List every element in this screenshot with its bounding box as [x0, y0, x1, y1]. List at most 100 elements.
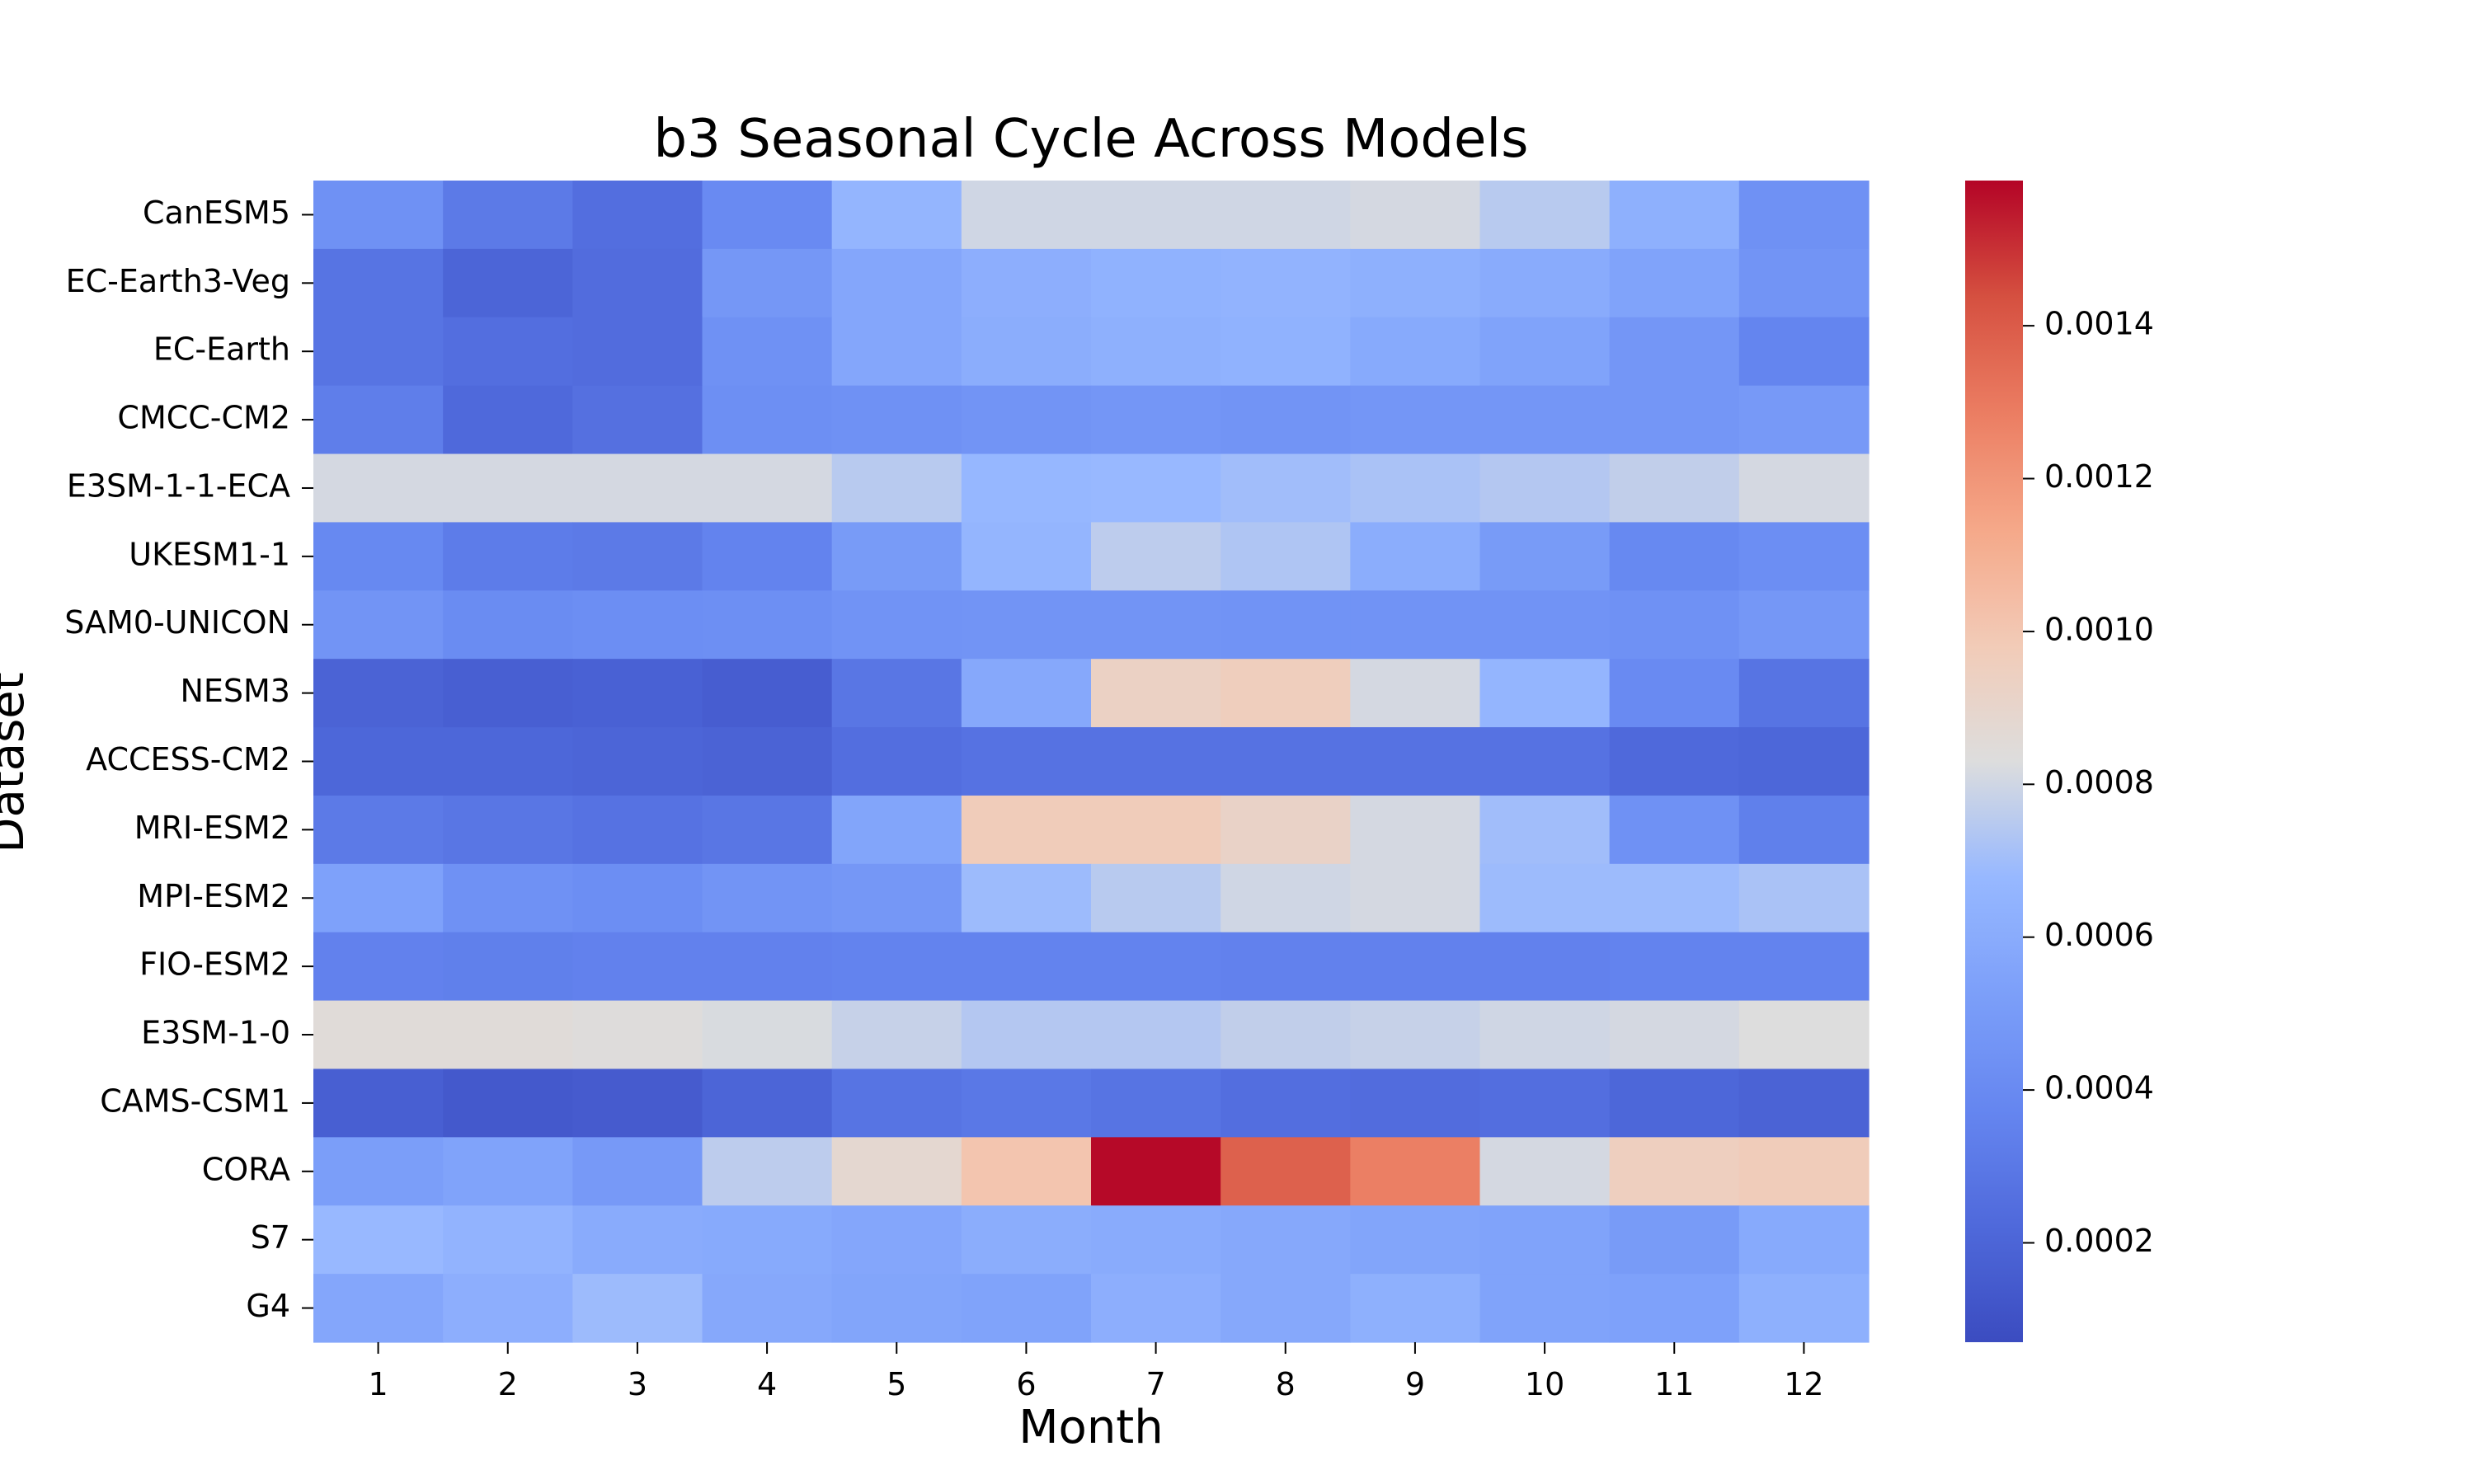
heatmap-cell	[443, 1205, 573, 1275]
heatmap-cell	[1350, 248, 1481, 318]
heatmap-cell	[1091, 1068, 1221, 1138]
heatmap-cell	[1738, 1205, 1870, 1275]
heatmap-cell	[1609, 385, 1740, 455]
heatmap-cell	[1479, 317, 1611, 387]
heatmap-cell	[313, 863, 444, 933]
heatmap-cell	[572, 317, 703, 387]
heatmap-cell	[443, 932, 573, 1002]
heatmap-cell	[1479, 795, 1611, 865]
heatmap-cell	[572, 248, 703, 318]
heatmap-cell	[1091, 248, 1221, 318]
heatmap-cell	[1350, 317, 1481, 387]
heatmap-cell	[572, 1137, 703, 1206]
heatmap-cell	[1091, 385, 1221, 455]
heatmap-cell	[831, 1274, 962, 1343]
x-tick-label: 6	[1016, 1366, 1036, 1402]
heatmap-cell	[1091, 1274, 1221, 1343]
heatmap-cell	[443, 590, 573, 660]
heatmap-cell	[443, 248, 573, 318]
heatmap-cell	[443, 1274, 573, 1343]
heatmap-cell	[1350, 795, 1481, 865]
heatmap-cell	[702, 590, 833, 660]
y-tick-label: MPI-ESM2	[137, 878, 290, 914]
x-tick-label: 5	[887, 1366, 906, 1402]
heatmap-cell	[1479, 590, 1611, 660]
x-tick-label: 3	[628, 1366, 647, 1402]
heatmap-cell	[1091, 522, 1221, 591]
heatmap-cell	[1221, 248, 1351, 318]
heatmap-cell	[831, 863, 962, 933]
heatmap-cell	[313, 1137, 444, 1206]
heatmap-cell	[702, 1205, 833, 1275]
heatmap-cell	[702, 795, 833, 865]
heatmap-cell	[831, 181, 962, 250]
heatmap-cell	[1479, 385, 1611, 455]
heatmap-cell	[961, 1000, 1092, 1070]
heatmap-cell	[1350, 1137, 1481, 1206]
heatmap-cell	[1738, 1274, 1870, 1343]
heatmap-cell	[572, 590, 703, 660]
heatmap-cell	[1350, 181, 1481, 250]
heatmap-cell	[702, 248, 833, 318]
x-tick-label: 12	[1784, 1366, 1823, 1402]
heatmap-cell	[1350, 1205, 1481, 1275]
heatmap-cells	[313, 181, 1870, 1343]
heatmap-cell	[1609, 863, 1740, 933]
heatmap-cell	[1738, 385, 1870, 455]
heatmap-cell	[1609, 932, 1740, 1002]
heatmap-cell	[1609, 181, 1740, 250]
heatmap-cell	[572, 659, 703, 728]
y-tick-label: SAM0-UNICON	[64, 604, 290, 641]
heatmap-cell	[1221, 727, 1351, 796]
x-tick-label: 4	[757, 1366, 777, 1402]
heatmap-cell	[313, 795, 444, 865]
heatmap-cell	[443, 181, 573, 250]
heatmap-cell	[1479, 453, 1611, 524]
heatmap-cell	[1609, 1068, 1740, 1138]
heatmap-cell	[1350, 932, 1481, 1002]
heatmap-cell	[313, 590, 444, 660]
x-tick-label: 10	[1525, 1366, 1564, 1402]
heatmap-cell	[961, 453, 1092, 524]
heatmap-cell	[1350, 1068, 1481, 1138]
y-tick-label: FIO-ESM2	[139, 946, 290, 983]
x-tick-label: 11	[1654, 1366, 1694, 1402]
heatmap-cell	[831, 659, 962, 728]
heatmap-cell	[1221, 385, 1351, 455]
heatmap-cell	[1221, 1274, 1351, 1343]
heatmap-cell	[313, 1068, 444, 1138]
heatmap-cell	[702, 1068, 833, 1138]
heatmap-cell	[1350, 522, 1481, 591]
heatmap-cell	[1221, 181, 1351, 250]
colorbar-tick-label: 0.0004	[2044, 1070, 2154, 1106]
heatmap-cell	[443, 1068, 573, 1138]
heatmap-cell	[1350, 453, 1481, 524]
heatmap-cell	[702, 659, 833, 728]
heatmap-cell	[1738, 317, 1870, 387]
heatmap-cell	[961, 727, 1092, 796]
heatmap-cell	[1479, 1205, 1611, 1275]
heatmap-cell	[1609, 1274, 1740, 1343]
heatmap-cell	[1221, 863, 1351, 933]
heatmap-cell	[572, 1274, 703, 1343]
x-tick-label: 1	[368, 1366, 388, 1402]
heatmap-cell	[443, 1000, 573, 1070]
y-tick-label: S7	[251, 1219, 290, 1256]
y-tick-label: EC-Earth	[153, 331, 290, 368]
heatmap-cell	[572, 385, 703, 455]
heatmap-cell	[572, 863, 703, 933]
heatmap-cell	[1091, 863, 1221, 933]
heatmap-cell	[443, 522, 573, 591]
heatmap-cell	[313, 522, 444, 591]
heatmap-cell	[1609, 248, 1740, 318]
heatmap-cell	[572, 727, 703, 796]
heatmap-cell	[1479, 522, 1611, 591]
heatmap-cell	[1609, 727, 1740, 796]
heatmap-cell	[961, 1205, 1092, 1275]
heatmap-cell	[1221, 590, 1351, 660]
heatmap-cell	[1350, 590, 1481, 660]
heatmap-cell	[961, 932, 1092, 1002]
heatmap-cell	[1738, 659, 1870, 728]
heatmap-cell	[831, 727, 962, 796]
heatmap-cell	[1738, 590, 1870, 660]
